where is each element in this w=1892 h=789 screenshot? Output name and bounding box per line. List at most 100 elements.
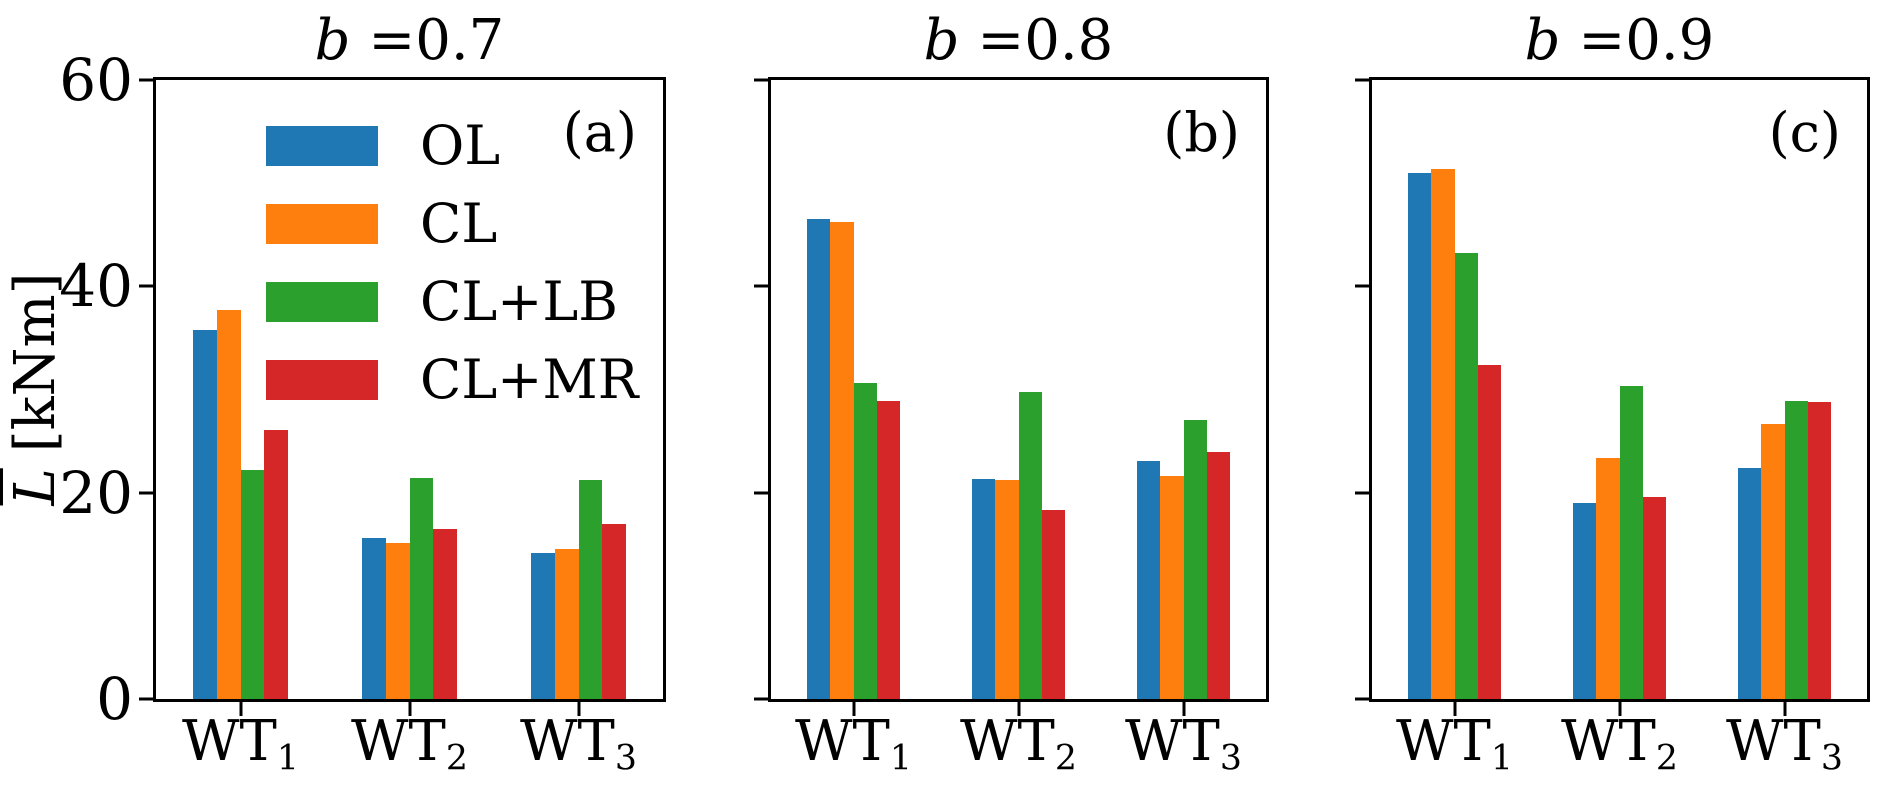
x-tick-mark — [1017, 702, 1020, 716]
title-value: =0.7 — [350, 8, 505, 73]
y-tick-mark — [1355, 491, 1369, 495]
bar-cl-lb-wt1 — [1454, 253, 1478, 699]
category-group-wt1 — [1372, 80, 1537, 699]
subplot-b: b =0.8 (b) WT1 WT2 WT3 — [754, 13, 1269, 776]
category-group-wt3 — [1702, 80, 1867, 699]
x-tick-label-wt1: WT1 — [1395, 709, 1514, 779]
legend-item-cl-mr: CL+MR — [266, 353, 638, 407]
title-variable: b — [923, 8, 960, 73]
bar-ol-wt3 — [530, 552, 555, 699]
legend-item-ol: OL — [266, 119, 638, 173]
bar-cl-mr-wt3 — [602, 523, 627, 699]
panel-letter-b: (b) — [1163, 101, 1240, 164]
y-tick-mark — [1355, 78, 1369, 82]
x-tick-label-wt2: WT2 — [350, 709, 469, 779]
subplot-c: b =0.9 (c) WT1 WT2 WT3 — [1355, 13, 1870, 776]
bar-ol-wt3 — [1136, 460, 1161, 699]
legend: OL CL CL+LB CL+MR — [266, 119, 638, 438]
x-tick-mark — [1783, 702, 1786, 716]
bar-cl-wt1 — [830, 222, 854, 699]
y-tick-mark — [1355, 284, 1369, 288]
y-tick-label-60: 60 — [59, 46, 133, 114]
category-group-wt1 — [156, 80, 325, 699]
y-tick-label-20: 20 — [59, 458, 133, 527]
bar-cl-wt3 — [554, 549, 579, 699]
bar-ol-wt2 — [1572, 502, 1597, 699]
bar-cl-lb-wt3 — [1183, 420, 1207, 699]
plot-area-b — [771, 80, 1266, 699]
category-group-wt3 — [1101, 80, 1266, 699]
category-group-wt3 — [494, 80, 663, 699]
category-group-wt2 — [325, 80, 494, 699]
x-tick-label-wt1: WT1 — [181, 709, 300, 779]
x-tick-label-wt2: WT2 — [959, 709, 1078, 779]
legend-label-ol: OL — [420, 114, 501, 177]
x-tick-label-wt1: WT1 — [794, 709, 913, 779]
x-tick-mark — [1618, 702, 1621, 716]
bar-cl-mr-wt3 — [1206, 452, 1231, 699]
y-tick-mark — [754, 491, 768, 495]
bar-cl-wt2 — [1596, 457, 1620, 699]
y-axis-label: L[kNm] — [3, 273, 68, 506]
bar-cl-mr-wt2 — [433, 528, 458, 699]
x-tick-mark — [1453, 702, 1456, 716]
category-group-wt2 — [1537, 80, 1702, 699]
bar-cl-mr-wt3 — [1807, 401, 1832, 699]
category-group-wt1 — [771, 80, 936, 699]
title-variable: b — [314, 8, 351, 73]
y-tick-label-0: 0 — [96, 665, 133, 733]
subplot-a: b =0.7 (a) 60 40 20 0 OL CL CL+LB CL+MR — [59, 13, 666, 776]
bar-cl-wt1 — [216, 310, 241, 699]
legend-item-cl: CL — [266, 197, 638, 251]
x-tick-mark — [239, 702, 242, 716]
legend-label-cl-lb: CL+LB — [420, 270, 618, 333]
title-value: =0.9 — [1560, 8, 1715, 73]
bar-cl-wt3 — [1160, 476, 1184, 699]
bar-ol-wt1 — [1407, 172, 1432, 699]
x-tick-mark — [577, 702, 580, 716]
y-tick-mark — [139, 491, 153, 495]
x-tick-label-wt3: WT3 — [519, 709, 638, 779]
y-tick-mark — [139, 284, 153, 288]
legend-swatch-cl — [266, 204, 378, 244]
bar-cl-lb-wt3 — [578, 480, 603, 699]
legend-swatch-cl-lb — [266, 282, 378, 322]
panel-title-a: b =0.7 — [156, 13, 663, 69]
bar-cl-mr-wt1 — [876, 400, 901, 699]
legend-swatch-cl-mr — [266, 360, 378, 400]
legend-label-cl: CL — [420, 192, 498, 255]
bar-cl-wt1 — [1431, 168, 1455, 699]
bar-cl-mr-wt2 — [1041, 510, 1066, 699]
bar-cl-lb-wt1 — [853, 383, 877, 699]
bar-cl-lb-wt1 — [240, 469, 265, 699]
title-value: =0.8 — [959, 8, 1114, 73]
bar-cl-lb-wt3 — [1784, 400, 1808, 699]
bar-ol-wt1 — [192, 329, 217, 699]
bar-cl-mr-wt2 — [1642, 496, 1667, 699]
bar-cl-lb-wt2 — [409, 478, 434, 699]
legend-item-cl-lb: CL+LB — [266, 275, 638, 329]
bar-ol-wt2 — [971, 479, 996, 699]
bar-cl-mr-wt1 — [264, 429, 289, 699]
panel-title-c: b =0.9 — [1372, 13, 1867, 69]
legend-swatch-ol — [266, 126, 378, 166]
bar-ol-wt3 — [1737, 467, 1762, 699]
y-tick-mark — [754, 697, 768, 701]
panel-letter-a: (a) — [562, 101, 637, 164]
x-tick-label-wt3: WT3 — [1124, 709, 1243, 779]
bar-cl-mr-wt1 — [1477, 364, 1502, 699]
x-tick-label-wt2: WT2 — [1560, 709, 1679, 779]
x-tick-mark — [1182, 702, 1185, 716]
x-tick-mark — [408, 702, 411, 716]
y-tick-mark — [1355, 697, 1369, 701]
title-variable: b — [1524, 8, 1561, 73]
y-tick-label-40: 40 — [59, 252, 133, 321]
x-tick-mark — [852, 702, 855, 716]
bar-cl-wt3 — [1761, 423, 1785, 699]
bar-ol-wt1 — [806, 219, 831, 699]
bar-cl-lb-wt2 — [1018, 391, 1042, 699]
bar-ol-wt2 — [361, 538, 386, 699]
bar-cl-lb-wt2 — [1619, 386, 1643, 699]
legend-label-cl-mr: CL+MR — [420, 348, 639, 411]
